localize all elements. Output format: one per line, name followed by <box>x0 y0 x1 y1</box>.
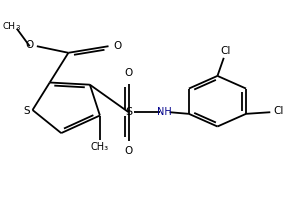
Text: S: S <box>23 106 29 116</box>
Text: NH: NH <box>157 107 172 117</box>
Text: O: O <box>124 146 133 156</box>
Text: CH₃: CH₃ <box>91 142 109 152</box>
Text: O: O <box>113 41 121 51</box>
Text: O: O <box>124 68 133 78</box>
Text: Cl: Cl <box>274 106 284 116</box>
Text: 3: 3 <box>15 25 20 31</box>
Text: S: S <box>125 107 132 117</box>
Text: O: O <box>25 40 34 50</box>
Text: CH: CH <box>2 22 15 31</box>
Text: Cl: Cl <box>220 46 230 56</box>
